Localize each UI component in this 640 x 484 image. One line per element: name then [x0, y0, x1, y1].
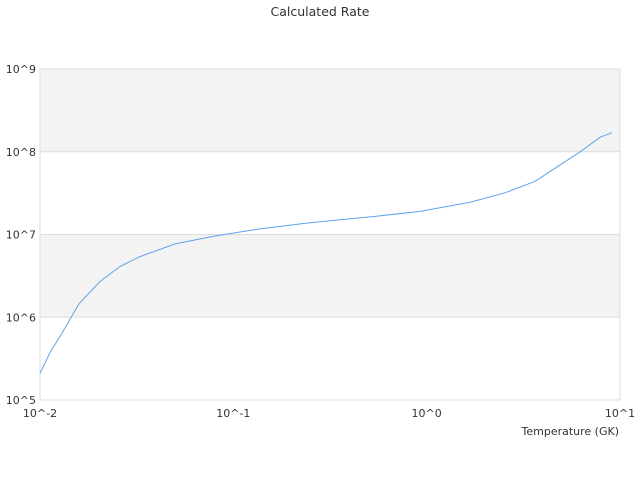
y-tick-label: 10^9 [6, 63, 36, 76]
y-tick-label: 10^7 [6, 229, 36, 242]
chart-title: Calculated Rate [271, 4, 370, 19]
y-tick-label: 10^8 [6, 146, 36, 159]
axes [39, 69, 621, 400]
gridlines [40, 68, 620, 401]
plot-band [40, 69, 620, 152]
x-tick-label: 10^-2 [23, 407, 57, 420]
y-tick-label: 10^5 [6, 394, 36, 407]
series-line [39, 132, 613, 374]
x-axis-label: Temperature (GK) [521, 425, 620, 438]
x-tick-label: 10^0 [412, 407, 442, 420]
plot-band [40, 234, 620, 318]
x-tick-label: 10^1 [605, 407, 635, 420]
plot-bands [40, 69, 620, 318]
tick-labels: 10^5 10^6 10^7 10^8 10^9 10^-2 10^-1 10^0 10^1 [6, 63, 635, 420]
y-tick-label: 10^6 [6, 311, 36, 324]
x-tick-label: 10^-1 [216, 407, 250, 420]
